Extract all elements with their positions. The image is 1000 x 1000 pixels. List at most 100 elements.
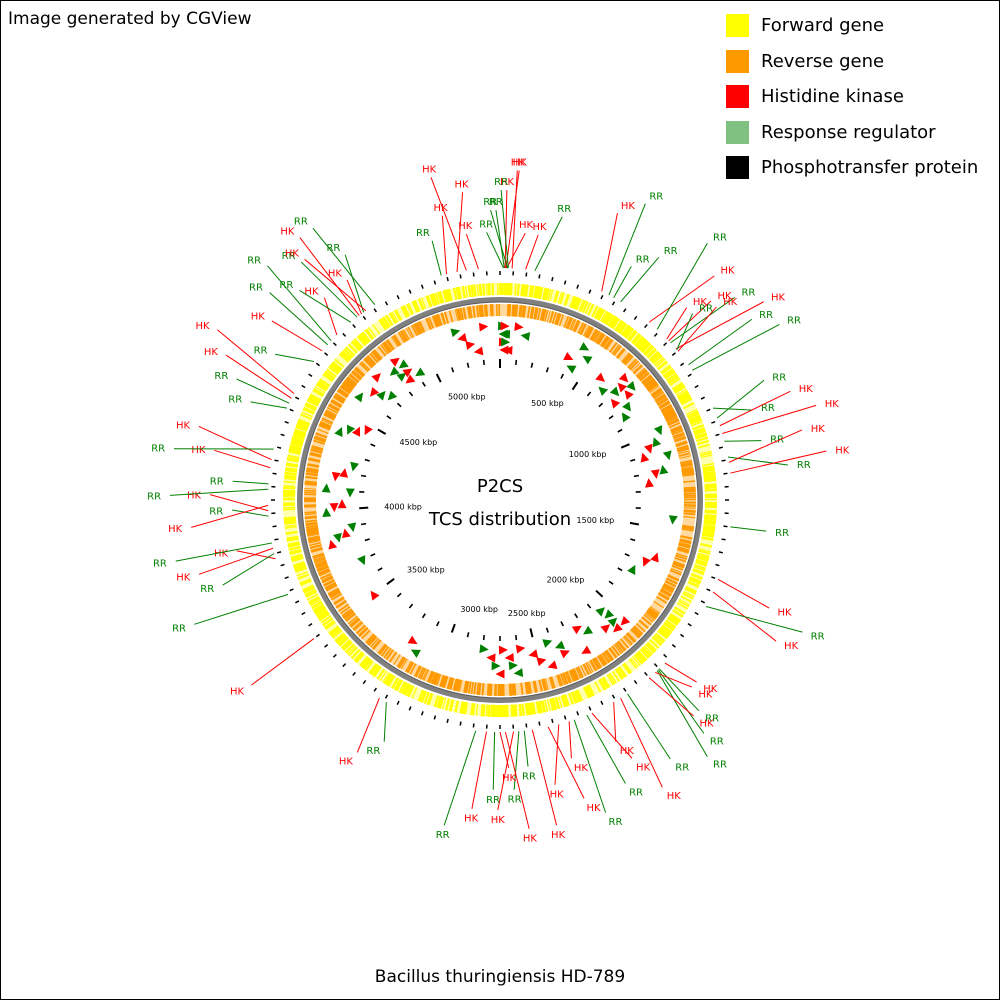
- reverse-gene: [337, 388, 349, 397]
- forward-gene: [313, 604, 325, 612]
- tick-label: 4000 kbp: [384, 503, 422, 512]
- reverse-gene: [534, 307, 539, 320]
- tcs-label-hk: HK: [434, 203, 449, 214]
- tcs-label-rr: RR: [254, 345, 268, 356]
- reverse-gene: [587, 661, 594, 673]
- reverse-gene: [633, 364, 644, 375]
- major-tick: [571, 381, 579, 391]
- reverse-gene: [662, 407, 674, 415]
- legend-label-hk: Histidine kinase: [761, 86, 904, 108]
- reverse-gene: [624, 355, 634, 366]
- reverse-gene: [615, 347, 626, 359]
- forward-gene: [678, 393, 690, 401]
- reverse-gene: [448, 310, 454, 323]
- reverse-gene: [440, 312, 446, 325]
- reverse-gene: [304, 516, 317, 519]
- reverse-gene: [674, 557, 687, 562]
- reverse-gene: [473, 682, 477, 695]
- minor-tick: [377, 567, 383, 572]
- reverse-gene: [306, 529, 319, 534]
- minor-tick: [408, 603, 414, 609]
- reverse-gene: [666, 578, 678, 585]
- forward-gene: [584, 302, 592, 314]
- reverse-gene: [683, 490, 696, 493]
- outer-tick: [700, 396, 705, 400]
- tcs-feature-rr: [350, 461, 360, 472]
- reverse-gene: [524, 682, 528, 695]
- forward-gene: [685, 585, 698, 594]
- reverse-gene: [400, 658, 408, 670]
- tcs-feature-rr: [595, 607, 605, 617]
- reverse-gene: [353, 368, 364, 378]
- forward-gene: [330, 362, 342, 372]
- tcs-feature-hk: [457, 333, 468, 342]
- forward-gene: [660, 364, 671, 374]
- forward-gene: [284, 521, 297, 524]
- forward-gene: [635, 652, 646, 663]
- forward-gene: [609, 316, 617, 328]
- forward-gene: [703, 475, 716, 480]
- forward-gene: [676, 390, 688, 398]
- reverse-gene: [614, 642, 624, 654]
- forward-gene: [602, 676, 611, 689]
- forward-gene: [678, 600, 690, 608]
- tcs-label-hk: HK: [550, 790, 565, 801]
- tcs-label-hk: HK: [693, 297, 708, 308]
- forward-gene: [546, 699, 551, 712]
- tcs-label-rr: RR: [209, 506, 223, 517]
- tcs-label-rr: RR: [761, 403, 775, 414]
- forward-gene: [641, 342, 652, 353]
- forward-gene: [598, 679, 606, 691]
- outer-tick: [715, 433, 720, 437]
- outer-tick: [308, 373, 313, 377]
- forward-gene: [572, 691, 578, 704]
- forward-gene: [704, 517, 717, 520]
- tcs-label-hk: HK: [191, 445, 206, 456]
- tick-label: 1500 kbp: [577, 516, 615, 525]
- tcs-feature-hk: [495, 669, 505, 679]
- tcs-feature-hk: [329, 503, 339, 513]
- forward-gene: [540, 700, 546, 713]
- forward-gene: [647, 349, 657, 359]
- reverse-gene: [337, 389, 349, 398]
- reverse-gene: [325, 583, 337, 590]
- forward-gene: [340, 639, 351, 649]
- forward-gene: [554, 696, 561, 710]
- reverse-gene: [575, 667, 582, 679]
- forward-gene: [292, 436, 305, 442]
- reverse-gene: [681, 467, 694, 472]
- reverse-gene: [449, 677, 455, 690]
- forward-gene: [433, 695, 439, 708]
- forward-gene: [284, 476, 297, 480]
- reverse-gene: [405, 327, 413, 339]
- outer-tick: [324, 352, 329, 356]
- tcs-feature-rr: [582, 355, 593, 365]
- reverse-gene: [678, 543, 691, 548]
- callout-line: [250, 401, 288, 409]
- reverse-gene: [315, 432, 328, 439]
- reverse-gene: [413, 665, 421, 677]
- reverse-gene: [329, 591, 342, 599]
- reverse-gene: [433, 314, 440, 327]
- callout-line: [456, 192, 464, 273]
- tcs-feature-rr: [357, 555, 366, 566]
- minor-tick: [451, 367, 455, 373]
- forward-gene: [525, 703, 529, 716]
- minor-tick: [608, 580, 614, 585]
- tcs-feature-rr: [583, 625, 594, 635]
- reverse-gene: [319, 422, 332, 429]
- reverse-gene: [310, 448, 323, 453]
- forward-gene: [666, 618, 678, 626]
- forward-gene: [641, 647, 651, 657]
- forward-gene: [383, 672, 392, 685]
- forward-gene: [295, 425, 308, 431]
- tcs-label-rr: RR: [210, 477, 224, 488]
- tcs-feature-rr: [398, 359, 409, 369]
- forward-gene: [371, 665, 381, 677]
- legend: Forward gene Reverse gene Histidine kina…: [726, 8, 978, 186]
- forward-gene: [601, 311, 610, 323]
- forward-gene: [609, 672, 617, 684]
- tcs-feature-rr: [410, 649, 421, 658]
- reverse-gene: [645, 611, 657, 620]
- reverse-gene: [317, 568, 330, 575]
